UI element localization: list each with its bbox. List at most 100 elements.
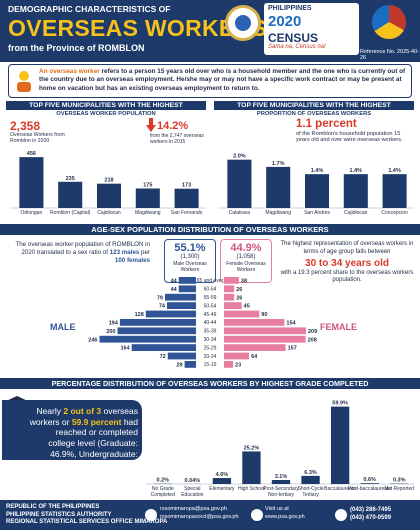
bar-4 (135, 188, 160, 208)
female-bar-20-24 (224, 352, 250, 360)
male-value-label: 44 (171, 287, 178, 293)
bar-4 (343, 174, 368, 208)
male-bar-20-24 (167, 352, 196, 360)
male-value-label: 246 (88, 337, 97, 343)
category-label: Magdiwang (265, 210, 291, 216)
male-share-box: 55.1% (1,300) Male Overseas Workers (164, 239, 216, 283)
male-value-label: 44 (171, 279, 178, 285)
female-bar-40-44 (224, 319, 285, 326)
footer-web: Visit us at www.psa.gov.ph (265, 506, 305, 521)
email-icon (145, 509, 157, 521)
header-line1: DEMOGRAPHIC CHARACTERISTICS OF (8, 4, 171, 14)
page-title: OVERSEAS WORKERS (8, 15, 268, 41)
male-value-label: 79 (157, 295, 163, 301)
agesex-ratio-males: 123 males (109, 249, 140, 257)
female-value-label: 38 (241, 279, 247, 285)
agesex-left-text1: The overseas worker population of ROMBLO… (15, 241, 150, 257)
muni-count-stat-value: 2,358 (10, 119, 41, 133)
footer-phones: (043) 286-7495 (043) 470-0599 (350, 506, 391, 523)
category-label: Elementary (209, 486, 235, 492)
muni-count-header-line1: TOP FIVE MUNICIPALITIES WITH THE HIGHEST (6, 101, 206, 110)
age-group-label: 15-19 (204, 362, 217, 368)
bar-value-label: 2.0% (233, 154, 246, 160)
category-label: Odiongan (21, 210, 43, 216)
footer-email2[interactable]: rssomimaropasocd@psa.gov.ph (160, 513, 239, 520)
agesex-peak-age: 30 to 34 years old (305, 257, 389, 269)
bar-value-label: 4.6% (216, 472, 229, 478)
bar-value-label: 6.3% (304, 470, 317, 476)
female-value-label: 90 (261, 312, 267, 318)
education-note-mid: overseas workers or (29, 406, 138, 427)
female-value-label: 23 (235, 363, 241, 369)
age-sex-pyramid-chart: 65 and over 44 38 60-64 44 26 55-59 79 26 50-54 74… (88, 277, 317, 369)
footer-web-label: Visit us at (265, 506, 289, 512)
category-label: Romblon (Capital) (50, 210, 91, 216)
male-value-label: 29 (176, 363, 182, 369)
age-group-label: 35-39 (204, 329, 217, 335)
bar-value-label: 218 (104, 178, 113, 184)
footer-org-line1: REPUBLIC OF THE PHILIPPINES (6, 504, 100, 510)
muni-count-chart: 456 Odiongan 235 Romblon (Capital) 218 Cajidi… (10, 151, 206, 216)
agesex-left-text: The overseas worker population of ROMBLO… (10, 241, 150, 265)
age-group-label: 55-59 (204, 295, 217, 301)
bar-1 (227, 159, 252, 208)
footer: REPUBLIC OF THE PHILIPPINES PHILIPPINE S… (0, 500, 420, 530)
category-label: Post-baccalaureate (348, 486, 391, 492)
footer-web-url[interactable]: www.psa.gov.ph (265, 513, 305, 520)
phone-icon (335, 509, 347, 521)
category-label: Post-Secondary Non-tertiary (263, 486, 299, 498)
education-header: PERCENTAGE DISTRIBUTION OF OVERSEAS WORK… (0, 378, 420, 389)
bar-value-label: 1.4% (350, 168, 363, 174)
bar-value-label: 235 (66, 176, 75, 182)
bar-value-label: 456 (27, 151, 36, 157)
male-value-label: 164 (120, 346, 130, 352)
education-note-post: had reached or completed college level (… (48, 416, 138, 470)
education-note-pre: Nearly (36, 406, 64, 416)
male-bar-45-49 (145, 310, 196, 318)
category-label: Short-Cycle Tertiary (297, 486, 323, 498)
female-bar-55-59 (224, 293, 235, 301)
female-share-label: Female Overseas Workers (226, 261, 266, 273)
age-group-label: 60-64 (204, 287, 217, 293)
female-label: FEMALE (320, 322, 357, 332)
agesex-right-text1: The highest representation of overseas w… (280, 241, 414, 255)
footer-email1[interactable]: rssomimaropa@psa.gov.ph (160, 506, 227, 512)
male-bar-15-19 (184, 361, 196, 368)
male-share-count: (1,300) (180, 254, 200, 260)
bar-value-label: 1.4% (311, 168, 324, 174)
male-bar-40-44 (119, 319, 196, 326)
bar-3 (96, 183, 122, 208)
age-group-label: 20-24 (204, 354, 217, 360)
male-bar-65 and over (178, 277, 196, 284)
muni-prop-header-line1: TOP FIVE MUNICIPALITIES WITH THE HIGHEST (214, 101, 414, 110)
muni-count-change-value: 14.2% (157, 120, 189, 132)
worker-icon (17, 71, 31, 92)
muni-prop-header-line2: PROPORTION OF OVERSEAS WORKERS (256, 111, 372, 117)
female-bar-50-54 (224, 302, 242, 309)
footer-phone1: (043) 286-7495 (350, 507, 392, 513)
bar-value-label: 25.2% (244, 445, 260, 451)
census-tagline: Sama na, Census na! (268, 44, 326, 50)
male-bar-35-39 (117, 327, 196, 335)
education-note: Nearly 2 out of 3 overseas workers or 59… (2, 400, 142, 469)
age-group-label: 40-44 (204, 320, 217, 326)
female-value-label: 26 (236, 295, 242, 301)
reference-number: Reference No. 2025-40-26 (360, 49, 420, 61)
male-share-label: Male Overseas Workers (173, 261, 207, 273)
muni-prop-chart: 2.0% Calatrava 1.7% Magdiwang 1.4% San Andres… (218, 154, 414, 216)
male-value-label: 128 (135, 312, 144, 318)
female-value-label: 45 (244, 304, 250, 310)
bar-value-label: 1.7% (272, 161, 285, 167)
bar-2 (266, 166, 291, 208)
male-bar-30-34 (99, 335, 196, 343)
bar-5 (174, 188, 199, 208)
bar-8 (360, 483, 379, 484)
bar-value-label: 0.3% (393, 478, 406, 484)
bar-value-label: 0.2% (157, 478, 170, 484)
bar-3 (304, 174, 330, 208)
female-bar-35-39 (224, 327, 306, 335)
category-label: Cajidiocan (97, 210, 121, 216)
age-group-label: 45-49 (204, 312, 217, 318)
definition-term: An overseas worker (39, 68, 100, 75)
male-value-label: 200 (106, 329, 115, 335)
